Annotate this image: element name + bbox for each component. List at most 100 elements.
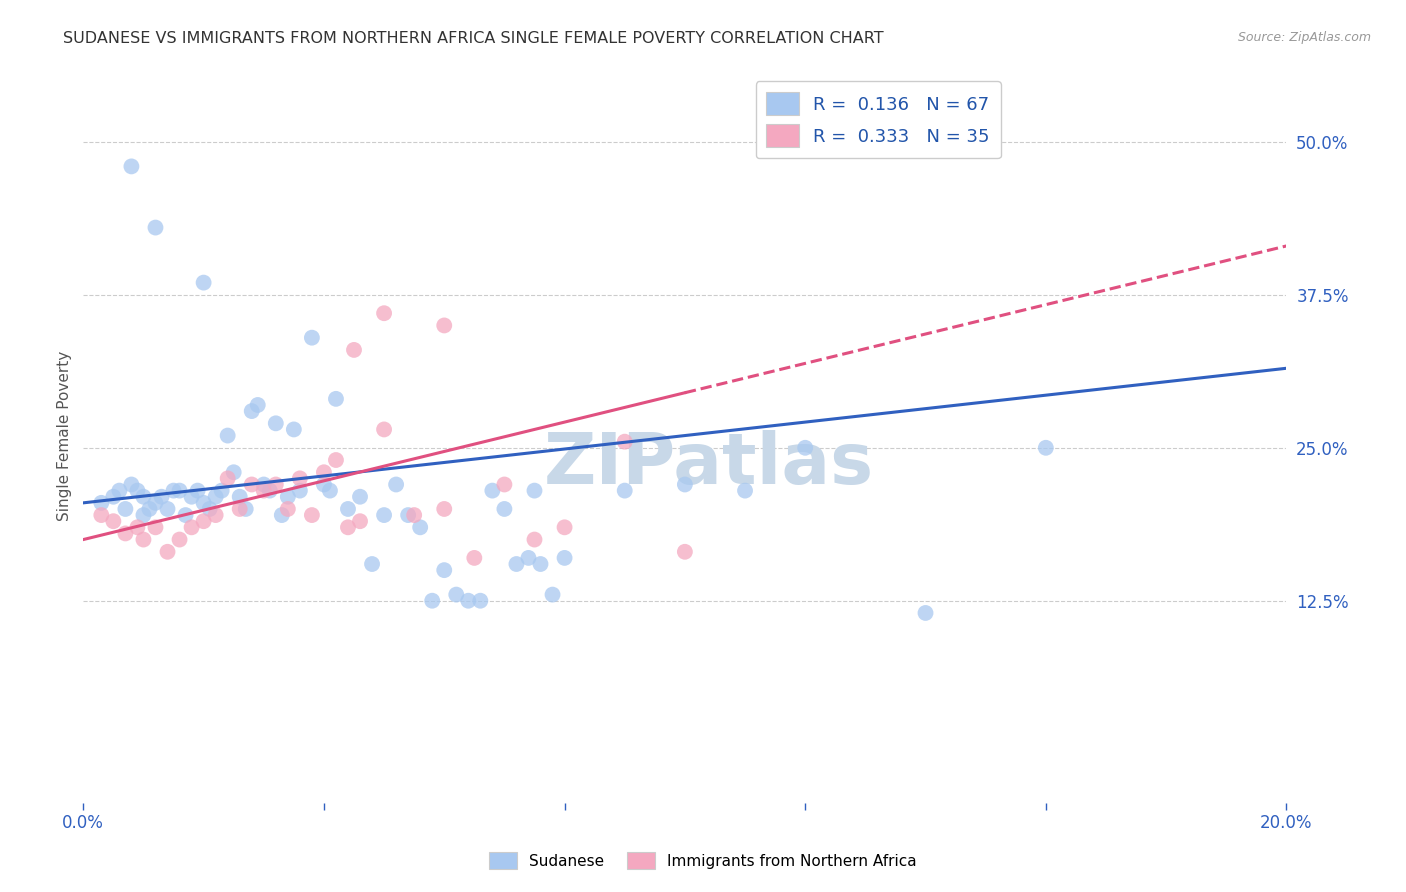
Point <box>264 477 287 491</box>
Point <box>301 331 323 345</box>
Point <box>523 483 546 498</box>
Point <box>103 514 125 528</box>
Point <box>554 550 576 565</box>
Point <box>433 318 456 333</box>
Point <box>240 404 263 418</box>
Point <box>613 434 636 449</box>
Point <box>132 508 155 522</box>
Point <box>193 514 215 528</box>
Point <box>301 508 323 522</box>
Point <box>169 483 191 498</box>
Point <box>174 508 197 522</box>
Point <box>554 520 576 534</box>
Point <box>613 483 636 498</box>
Point <box>114 526 136 541</box>
Point <box>162 483 184 498</box>
Point <box>235 502 257 516</box>
Point <box>463 550 485 565</box>
Point <box>288 483 311 498</box>
Point <box>325 392 347 406</box>
Point <box>228 502 250 516</box>
Point <box>180 520 202 534</box>
Point <box>253 477 276 491</box>
Point <box>240 477 263 491</box>
Point <box>138 502 160 516</box>
Point <box>505 557 527 571</box>
Point <box>914 606 936 620</box>
Point <box>325 453 347 467</box>
Point <box>156 545 179 559</box>
Point <box>349 490 371 504</box>
Point <box>156 502 179 516</box>
Point <box>404 508 426 522</box>
Point <box>103 490 125 504</box>
Point <box>246 398 269 412</box>
Point <box>132 533 155 547</box>
Point <box>396 508 419 522</box>
Point <box>145 220 167 235</box>
Point <box>127 520 149 534</box>
Point <box>193 276 215 290</box>
Point <box>343 343 366 357</box>
Point <box>312 465 335 479</box>
Point <box>228 490 250 504</box>
Point <box>193 496 215 510</box>
Point <box>385 477 408 491</box>
Point <box>120 160 142 174</box>
Point <box>1035 441 1057 455</box>
Point <box>90 496 112 510</box>
Point <box>349 514 371 528</box>
Point <box>319 483 342 498</box>
Point <box>312 477 335 491</box>
Point <box>523 533 546 547</box>
Point <box>217 471 239 485</box>
Point <box>114 502 136 516</box>
Point <box>494 477 516 491</box>
Point <box>446 588 468 602</box>
Point <box>494 502 516 516</box>
Point <box>169 533 191 547</box>
Point <box>90 508 112 522</box>
Point <box>337 502 360 516</box>
Point <box>277 502 299 516</box>
Point <box>373 306 395 320</box>
Point <box>222 465 245 479</box>
Point <box>373 422 395 436</box>
Point <box>409 520 432 534</box>
Point <box>673 477 696 491</box>
Point <box>457 593 479 607</box>
Point <box>361 557 384 571</box>
Point <box>108 483 131 498</box>
Point <box>433 502 456 516</box>
Point <box>259 483 281 498</box>
Point <box>337 520 360 534</box>
Point <box>794 441 817 455</box>
Point <box>277 490 299 504</box>
Text: SUDANESE VS IMMIGRANTS FROM NORTHERN AFRICA SINGLE FEMALE POVERTY CORRELATION CH: SUDANESE VS IMMIGRANTS FROM NORTHERN AFR… <box>63 31 884 46</box>
Point <box>132 490 155 504</box>
Legend: R =  0.136   N = 67, R =  0.333   N = 35: R = 0.136 N = 67, R = 0.333 N = 35 <box>755 81 1001 158</box>
Y-axis label: Single Female Poverty: Single Female Poverty <box>58 351 72 521</box>
Point <box>470 593 492 607</box>
Point <box>145 496 167 510</box>
Point <box>517 550 540 565</box>
Legend: Sudanese, Immigrants from Northern Africa: Sudanese, Immigrants from Northern Afric… <box>484 846 922 875</box>
Point <box>187 483 209 498</box>
Point <box>127 483 149 498</box>
Point <box>734 483 756 498</box>
Point <box>204 490 226 504</box>
Point <box>270 508 292 522</box>
Point <box>420 593 443 607</box>
Text: ZIPatlas: ZIPatlas <box>544 431 875 500</box>
Point <box>264 417 287 431</box>
Point <box>180 490 202 504</box>
Point <box>529 557 551 571</box>
Point <box>541 588 564 602</box>
Point <box>150 490 173 504</box>
Text: Source: ZipAtlas.com: Source: ZipAtlas.com <box>1237 31 1371 45</box>
Point <box>288 471 311 485</box>
Point <box>253 483 276 498</box>
Point <box>283 422 305 436</box>
Point <box>204 508 226 522</box>
Point <box>145 520 167 534</box>
